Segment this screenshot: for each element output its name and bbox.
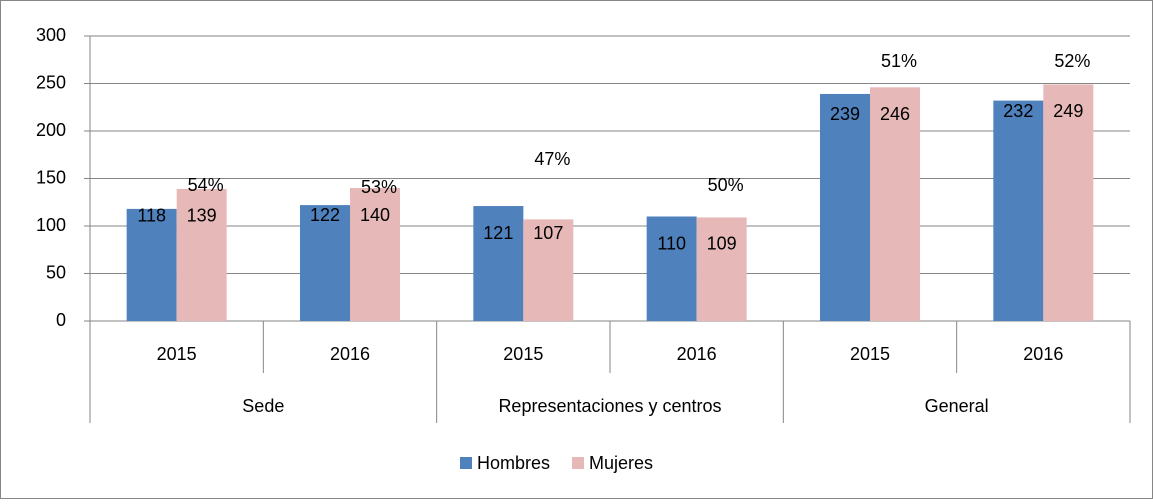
bar xyxy=(176,188,227,321)
y-tick-label: 250 xyxy=(36,72,66,92)
data-label: 232 xyxy=(1003,101,1033,121)
x-tick-label: 2015 xyxy=(850,344,890,364)
legend-swatch xyxy=(572,457,585,469)
bar xyxy=(646,216,697,321)
data-label: 122 xyxy=(310,205,340,225)
x-tick-label: 2015 xyxy=(157,344,197,364)
bar xyxy=(300,205,350,321)
data-label: 121 xyxy=(483,223,513,243)
data-label: 249 xyxy=(1053,101,1083,121)
bar xyxy=(523,219,574,321)
data-label: 239 xyxy=(830,104,860,124)
y-tick-label: 0 xyxy=(56,310,66,330)
bar xyxy=(1043,84,1094,321)
bar xyxy=(870,87,920,321)
data-label: 246 xyxy=(880,104,910,124)
annotation: 50% xyxy=(708,175,744,195)
data-label: 109 xyxy=(707,233,737,253)
annotation: 52% xyxy=(1054,51,1090,71)
data-label: 107 xyxy=(533,223,563,243)
bar xyxy=(350,188,400,321)
x-tick-label: 2016 xyxy=(330,344,370,364)
x-tick-label: 2016 xyxy=(677,344,717,364)
annotation: 53% xyxy=(361,177,397,197)
x-tick-label: 2015 xyxy=(503,344,543,364)
legend-label: Hombres xyxy=(477,453,550,473)
x-tick-label: 2016 xyxy=(1023,344,1063,364)
legend-label: Mujeres xyxy=(589,453,653,473)
bar xyxy=(993,100,1044,321)
bar xyxy=(126,208,177,321)
annotation: 47% xyxy=(534,149,570,169)
bar xyxy=(696,217,747,321)
annotation: 51% xyxy=(881,51,917,71)
data-label: 110 xyxy=(657,233,686,253)
bar xyxy=(473,206,524,321)
group-label: General xyxy=(925,396,989,416)
data-label: 140 xyxy=(360,205,390,225)
y-tick-label: 300 xyxy=(36,25,66,45)
y-tick-label: 50 xyxy=(46,262,66,282)
group-label: Sede xyxy=(242,396,284,416)
y-tick-label: 100 xyxy=(36,215,66,235)
y-tick-label: 200 xyxy=(36,120,66,140)
annotation: 54% xyxy=(188,175,224,195)
y-tick-label: 150 xyxy=(36,167,66,187)
legend-swatch xyxy=(460,457,472,469)
data-label: 118 xyxy=(137,206,166,226)
bar xyxy=(820,93,870,321)
data-label: 139 xyxy=(187,206,217,226)
group-label: Representaciones y centros xyxy=(498,396,721,416)
